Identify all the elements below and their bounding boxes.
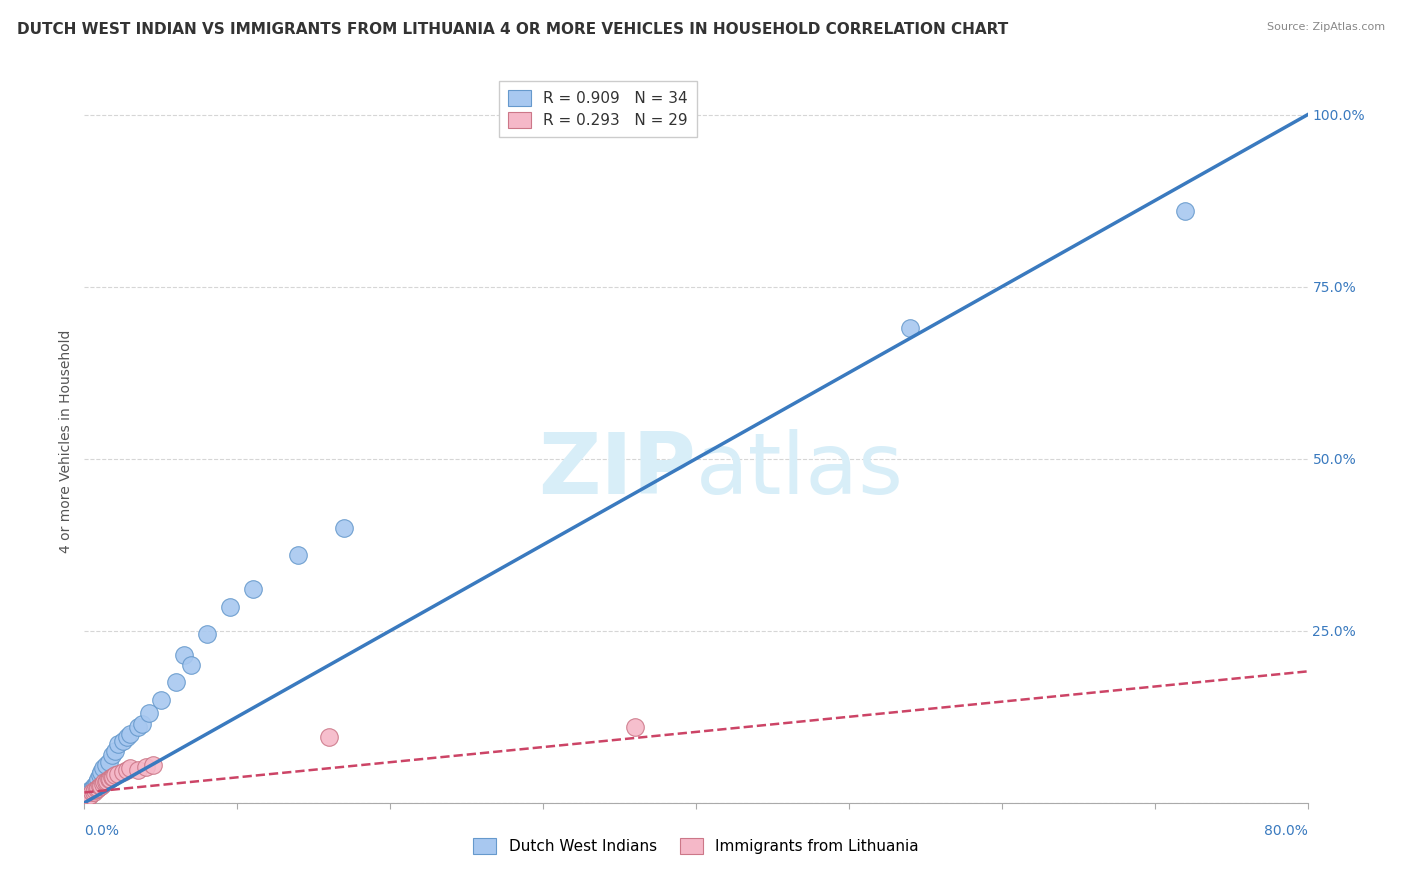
Point xyxy=(333,520,356,534)
Point xyxy=(75,792,97,806)
Point xyxy=(218,599,240,614)
Point xyxy=(195,627,218,641)
Point xyxy=(77,789,100,803)
Point xyxy=(149,692,172,706)
Point xyxy=(96,773,118,788)
Point xyxy=(1174,204,1197,219)
Text: atlas: atlas xyxy=(696,429,904,512)
Point xyxy=(94,775,117,789)
Point xyxy=(127,720,149,734)
Point xyxy=(80,785,103,799)
Point xyxy=(624,720,647,734)
Point xyxy=(79,788,101,802)
Point xyxy=(180,658,202,673)
Point xyxy=(91,761,114,775)
Point xyxy=(107,737,129,751)
Point xyxy=(242,582,264,597)
Point xyxy=(120,727,142,741)
Point xyxy=(87,780,110,795)
Text: DUTCH WEST INDIAN VS IMMIGRANTS FROM LITHUANIA 4 OR MORE VEHICLES IN HOUSEHOLD C: DUTCH WEST INDIAN VS IMMIGRANTS FROM LIT… xyxy=(17,22,1008,37)
Point xyxy=(101,770,124,784)
Point xyxy=(115,763,138,777)
Point xyxy=(103,770,125,784)
Point xyxy=(97,772,120,786)
Point xyxy=(120,761,142,775)
Point xyxy=(287,548,309,562)
Point xyxy=(111,764,134,779)
Y-axis label: 4 or more Vehicles in Household: 4 or more Vehicles in Household xyxy=(59,330,73,553)
Point xyxy=(90,779,112,793)
Point xyxy=(318,731,340,745)
Point xyxy=(83,779,105,793)
Point xyxy=(127,763,149,777)
Point xyxy=(173,648,195,662)
Point xyxy=(138,706,160,721)
Point xyxy=(131,716,153,731)
Point xyxy=(80,782,103,797)
Point xyxy=(89,768,111,782)
Point xyxy=(97,755,120,769)
Point xyxy=(165,675,187,690)
Point xyxy=(84,779,107,793)
Point xyxy=(83,785,105,799)
Point xyxy=(86,775,108,789)
Point xyxy=(98,772,121,786)
Point xyxy=(111,734,134,748)
Point xyxy=(76,790,98,805)
Point xyxy=(115,731,138,745)
Point xyxy=(104,744,127,758)
Point xyxy=(75,792,97,806)
Point xyxy=(93,775,115,789)
Point xyxy=(89,779,111,793)
Point xyxy=(79,783,101,797)
Text: 80.0%: 80.0% xyxy=(1264,824,1308,838)
Text: Source: ZipAtlas.com: Source: ZipAtlas.com xyxy=(1267,22,1385,32)
Point xyxy=(107,767,129,781)
Text: 0.0%: 0.0% xyxy=(84,824,120,838)
Legend: Dutch West Indians, Immigrants from Lithuania: Dutch West Indians, Immigrants from Lith… xyxy=(467,832,925,860)
Text: ZIP: ZIP xyxy=(538,429,696,512)
Point xyxy=(898,321,921,335)
Point xyxy=(94,758,117,772)
Point xyxy=(104,768,127,782)
Point xyxy=(84,783,107,797)
Point xyxy=(76,789,98,803)
Point xyxy=(142,758,165,772)
Point xyxy=(77,785,100,799)
Point xyxy=(87,772,110,786)
Point xyxy=(101,747,124,762)
Point xyxy=(91,776,114,790)
Point xyxy=(90,764,112,779)
Point xyxy=(86,782,108,797)
Point xyxy=(135,760,157,774)
